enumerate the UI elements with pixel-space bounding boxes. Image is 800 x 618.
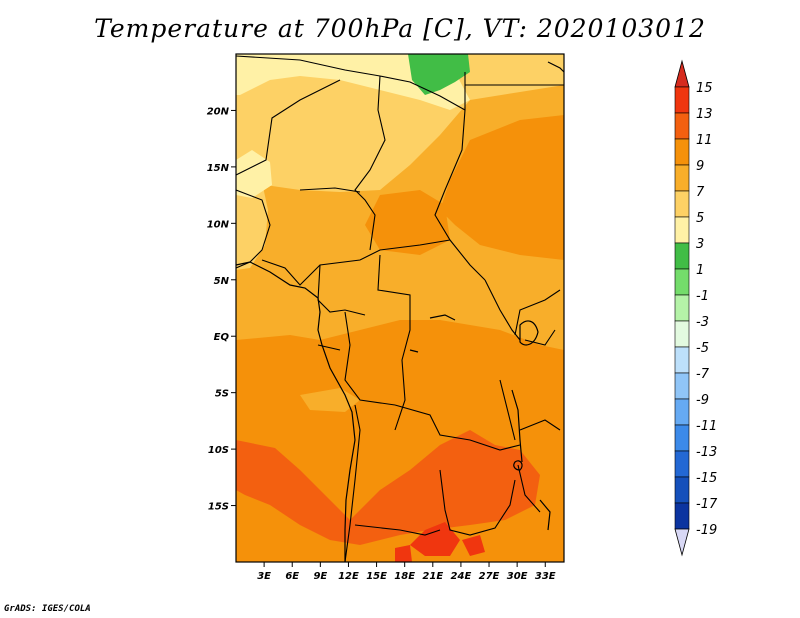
lat-tick-label: 20N xyxy=(207,106,230,117)
colorbar-level-label: 7 xyxy=(696,185,705,200)
lat-tick-label: 5S xyxy=(215,389,229,400)
colorbar-level-label: 13 xyxy=(696,107,713,122)
colorbar-level-label: -7 xyxy=(696,367,710,382)
lon-tick-label: 30E xyxy=(507,571,528,582)
colorbar-level-label: -9 xyxy=(696,393,709,408)
colorbar-level-label: 15 xyxy=(696,81,713,96)
latitude-axis: 20N 15N 10N 5N EQ 5S 10S 15S xyxy=(207,106,236,513)
colorbar-level-label: 5 xyxy=(696,211,704,226)
colorbar-level-label: -19 xyxy=(696,523,717,538)
lon-tick-label: 33E xyxy=(535,571,556,582)
lon-tick-label: 12E xyxy=(338,571,359,582)
colorbar-level-label: -3 xyxy=(696,315,709,330)
colorbar-band xyxy=(674,476,690,504)
map-frame xyxy=(235,53,565,563)
colorbar-level-label: -11 xyxy=(696,419,717,434)
colorbar-band xyxy=(674,190,690,218)
lat-tick-label: 15N xyxy=(207,163,230,174)
colorbar-level-label: 1 xyxy=(696,263,704,278)
colorbar-level-label: -13 xyxy=(696,445,717,460)
colorbar-band xyxy=(674,164,690,192)
colorbar-band xyxy=(674,398,690,426)
lon-tick-label: 27E xyxy=(479,571,500,582)
lat-tick-label: 10S xyxy=(208,445,229,456)
colorbar-band xyxy=(674,138,690,166)
colorbar-band xyxy=(674,86,690,114)
colorbar-band xyxy=(674,242,690,270)
colorbar-band xyxy=(674,424,690,452)
colorbar-level-label: 11 xyxy=(696,133,713,148)
lon-tick-label: 15E xyxy=(366,571,387,582)
lon-tick-label: 9E xyxy=(313,571,327,582)
colorbar-level-label: 9 xyxy=(696,159,704,174)
colorbar-band xyxy=(674,112,690,140)
colorbar-band xyxy=(674,294,690,322)
lat-tick-label: EQ xyxy=(214,332,230,343)
country-borders xyxy=(236,55,564,562)
lat-tick-label: 5N xyxy=(214,276,230,287)
plot-title: Temperature at 700hPa [C], VT: 202010301… xyxy=(94,14,706,43)
lon-tick-label: 21E xyxy=(422,571,443,582)
lat-tick-label: 10N xyxy=(207,219,230,230)
colorbar-band xyxy=(674,268,690,296)
colorbar-level-label: -5 xyxy=(696,341,709,356)
colorbar-min-arrow xyxy=(674,528,690,557)
lon-tick-label: 3E xyxy=(257,571,271,582)
lat-tick-label: 15S xyxy=(208,502,229,513)
colorbar-band xyxy=(674,372,690,400)
colorbar-band xyxy=(674,450,690,478)
colorbar-band xyxy=(674,502,690,530)
temperature-field xyxy=(236,54,564,562)
colorbar-level-label: -15 xyxy=(696,471,717,486)
grads-credit: GrADS: IGES/COLA xyxy=(4,604,91,614)
colorbar-level-label: -17 xyxy=(696,497,718,512)
colorbar-level-label: -1 xyxy=(696,289,709,304)
colorbar-band xyxy=(674,346,690,374)
colorbar-level-label: 3 xyxy=(696,237,704,252)
longitude-axis: 3E 6E 9E 12E 15E 18E 21E 24E 27E 30E 33E xyxy=(257,562,556,582)
colorbar: 15 13 11 9 7 5 3 1 -1 -3 -5 -7 -9 -11 -13 -15 -17 -19 xyxy=(674,59,718,557)
colorbar-band xyxy=(674,216,690,244)
coastlines xyxy=(235,61,565,562)
colorbar-max-arrow xyxy=(674,59,690,88)
lon-tick-label: 24E xyxy=(451,571,472,582)
colorbar-band xyxy=(674,320,690,348)
lon-tick-label: 18E xyxy=(394,571,415,582)
lon-tick-label: 6E xyxy=(285,571,299,582)
